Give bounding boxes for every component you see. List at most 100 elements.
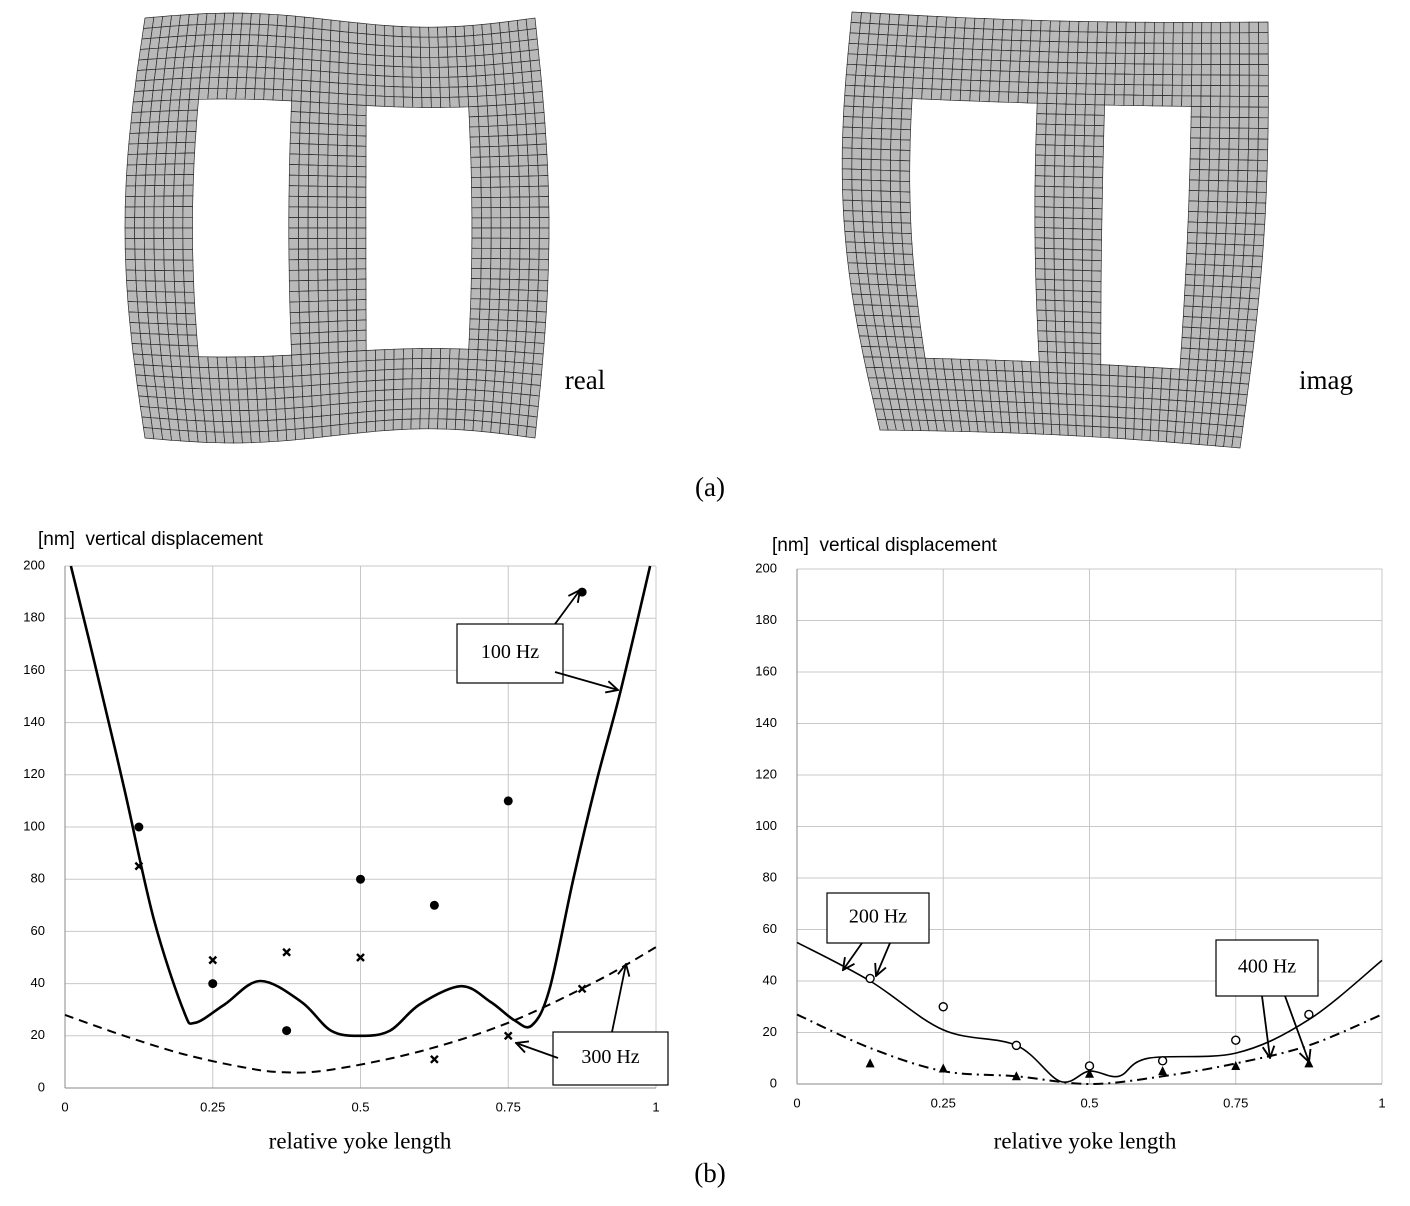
mesh-cell <box>500 248 511 260</box>
mesh-cell <box>1149 429 1160 442</box>
annotation-box <box>826 892 930 944</box>
mesh-cell <box>182 387 194 400</box>
mesh-cell <box>978 369 990 381</box>
mesh-cell <box>375 369 386 381</box>
mesh-cell <box>348 422 359 435</box>
y-tick-label: 200 <box>23 557 45 572</box>
mesh-cell <box>528 258 540 271</box>
mesh-cell <box>1034 185 1046 197</box>
mesh-cell <box>124 217 136 229</box>
mesh-cell <box>228 55 240 68</box>
mesh-cell <box>891 97 903 109</box>
mesh-cell <box>489 156 501 168</box>
mesh-cell <box>1143 377 1154 389</box>
mesh-cell <box>887 284 899 296</box>
mesh-cell <box>1254 223 1266 236</box>
data-point <box>134 822 144 832</box>
mesh-cell <box>861 200 873 212</box>
mesh-cell <box>1046 103 1057 115</box>
mesh-cell <box>972 38 984 50</box>
mesh-cell <box>347 73 358 85</box>
mesh-cell <box>138 322 151 335</box>
mesh-cell <box>317 269 329 281</box>
mesh-cell <box>905 35 917 48</box>
mesh-cell <box>384 55 395 67</box>
mesh-cell <box>155 57 167 70</box>
mesh-cell <box>872 106 883 119</box>
mesh-cell <box>1126 376 1136 388</box>
mesh-cell <box>853 231 865 243</box>
mesh-cell <box>264 376 276 389</box>
mesh-cell <box>300 90 311 103</box>
mesh-cell <box>862 96 874 108</box>
mesh-cell <box>877 284 890 296</box>
mesh-cell <box>375 389 385 402</box>
mesh-cell <box>338 72 349 85</box>
mesh-cell <box>473 399 485 412</box>
mesh-cell <box>1036 102 1048 115</box>
mesh-cell <box>132 90 145 103</box>
mesh-cell <box>533 342 545 355</box>
mesh-cell <box>1047 72 1059 84</box>
mesh-cell <box>853 95 865 108</box>
mesh-cell <box>1072 207 1084 219</box>
mesh-cell <box>139 333 152 345</box>
mesh-cell <box>1041 402 1052 415</box>
mesh-cell <box>255 66 266 79</box>
panel-label: (a) <box>695 472 725 502</box>
mesh-cell <box>890 211 902 224</box>
mesh-cell <box>327 217 338 229</box>
mesh-cell <box>355 186 367 198</box>
mesh-cell <box>336 279 348 291</box>
mesh-cell <box>1228 159 1239 171</box>
mesh-cell <box>198 356 210 368</box>
mesh-cell <box>187 345 199 358</box>
mesh-cell <box>534 112 546 124</box>
mesh-cell <box>890 159 901 172</box>
mesh-cell <box>1082 353 1093 365</box>
mesh-cell <box>336 206 348 219</box>
mesh-cell <box>1100 395 1110 407</box>
mesh-cell <box>298 227 309 239</box>
mesh-cell <box>1224 350 1236 363</box>
mesh-cell <box>1044 154 1056 167</box>
mesh-cell <box>337 299 348 312</box>
mesh-cell <box>501 52 513 65</box>
mesh-cell <box>467 85 478 98</box>
mesh-cell <box>365 94 376 107</box>
mesh-cell <box>1218 159 1230 171</box>
mesh-cell <box>915 35 927 48</box>
mesh-cell <box>1049 30 1060 43</box>
mesh-cell <box>517 414 529 427</box>
mesh-cell <box>1153 42 1164 55</box>
mesh-cell <box>1188 358 1199 371</box>
mesh-cell <box>1219 138 1230 150</box>
mesh-cell <box>465 55 476 67</box>
mesh-cell <box>1229 53 1240 65</box>
data-point <box>1085 1068 1094 1078</box>
mesh-cell <box>892 87 904 99</box>
mesh-cell <box>900 118 912 131</box>
mesh-cell <box>1152 95 1163 107</box>
mesh-cell <box>1055 331 1066 343</box>
mesh-cell <box>200 377 211 390</box>
mesh-cell <box>302 406 313 419</box>
mesh-cell <box>356 360 367 372</box>
mesh-cell <box>288 259 300 271</box>
mesh-cell <box>1199 423 1210 436</box>
mesh-cell <box>163 248 174 261</box>
mesh-cell <box>914 347 926 359</box>
mesh-cell <box>392 408 403 421</box>
mesh-cell <box>1190 106 1202 118</box>
mesh-cell <box>1237 170 1249 182</box>
mesh-cell <box>525 112 536 125</box>
mesh-cell <box>1114 73 1126 85</box>
mesh-cell <box>329 372 340 385</box>
mesh-cell <box>375 95 386 107</box>
mesh-cell <box>1144 42 1155 54</box>
mesh-cell <box>913 56 925 69</box>
mesh-cell <box>1172 42 1183 55</box>
mesh-cell <box>522 362 534 375</box>
mesh-cell <box>303 16 314 29</box>
mesh-cell <box>419 26 430 38</box>
